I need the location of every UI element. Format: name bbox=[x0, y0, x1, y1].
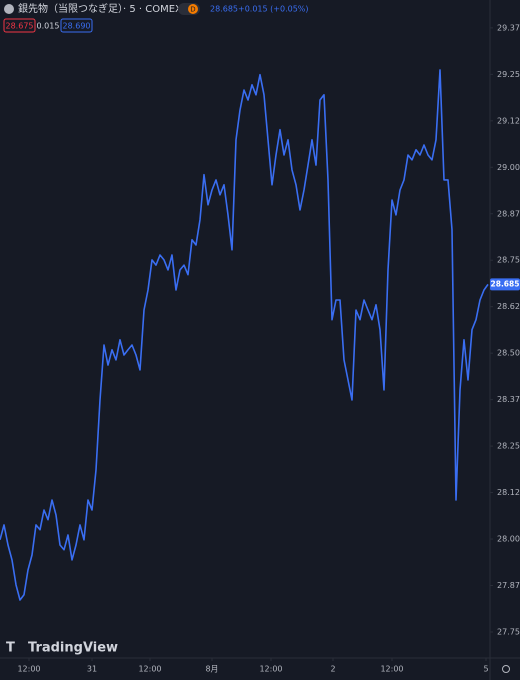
badge: D bbox=[190, 6, 195, 14]
x-tick-label: 12:00 bbox=[138, 665, 161, 674]
y-tick-label: 27.875 bbox=[497, 581, 520, 590]
bid-box bbox=[3, 18, 36, 33]
y-tick-label: 29.125 bbox=[497, 116, 520, 125]
y-tick-label: 28.750 bbox=[497, 256, 520, 265]
y-tick-label: 29.000 bbox=[497, 163, 520, 172]
x-tick-label: 2 bbox=[330, 665, 335, 674]
badge-dot bbox=[188, 4, 198, 14]
symbol-icon bbox=[4, 4, 14, 14]
y-tick-label: 28.000 bbox=[497, 535, 520, 544]
x-tick-label: 12:00 bbox=[380, 665, 403, 674]
y-tick-label: 28.250 bbox=[497, 442, 520, 451]
x-tick-label: 5 bbox=[483, 665, 488, 674]
x-tick-label: 12:00 bbox=[17, 665, 40, 674]
ask: 28.690 bbox=[63, 22, 91, 31]
y-tick-label: 28.875 bbox=[497, 209, 520, 218]
y-tick-label: 28.500 bbox=[497, 349, 520, 358]
y-tick-label: 28.125 bbox=[497, 488, 520, 497]
last-price-tag bbox=[490, 278, 520, 291]
y-tick-label: 29.250 bbox=[497, 70, 520, 79]
y-tick-label: 29.375 bbox=[497, 23, 520, 32]
last-price-tag-label: 28.685 bbox=[491, 279, 520, 288]
chart-title: 銀先物（当限つなぎ足）· 5 · COMEX bbox=[18, 2, 182, 15]
x-tick-label: 12:00 bbox=[259, 665, 282, 674]
y-tick-label: 27.750 bbox=[497, 627, 520, 636]
settings-icon[interactable] bbox=[502, 665, 510, 673]
ask-box bbox=[60, 18, 93, 33]
bid: 28.675 bbox=[6, 22, 34, 31]
brand-logo: 𝗧 bbox=[6, 641, 15, 656]
spread: 0.015 bbox=[37, 22, 60, 31]
x-tick-label: 8月 bbox=[205, 665, 218, 674]
price-line bbox=[0, 69, 489, 601]
brand: TradingView bbox=[28, 641, 118, 656]
y-tick-label: 28.625 bbox=[497, 302, 520, 311]
change: +0.015 (+0.05%) bbox=[238, 5, 309, 14]
y-tick-label: 28.375 bbox=[497, 395, 520, 404]
x-tick-label: 31 bbox=[87, 665, 97, 674]
last-price: 28.685 bbox=[210, 5, 238, 14]
